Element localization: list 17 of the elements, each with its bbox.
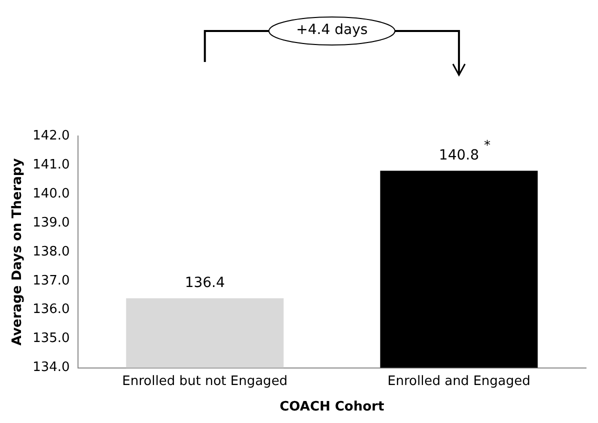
y-tick-label: 135.0 <box>32 331 70 346</box>
y-tick-label: 136.0 <box>32 302 70 318</box>
y-tick-label: 140.0 <box>32 186 70 202</box>
y-tick-label: 141.0 <box>32 157 70 172</box>
x-tick-label: Enrolled but not Engaged <box>122 374 288 389</box>
y-axis-title: Average Days on Therapy <box>10 158 26 346</box>
y-tick-label: 139.0 <box>32 215 70 230</box>
text: +4.4 days <box>296 22 368 38</box>
y-tick-label: 134.0 <box>32 360 70 376</box>
x-tick-label: Enrolled and Engaged <box>388 374 530 389</box>
data-label: 136.4 <box>184 274 225 291</box>
y-tick-label: 137.0 <box>32 273 70 288</box>
y-tick-label: 138.0 <box>32 244 70 260</box>
y-tick-label: 142.0 <box>32 128 70 144</box>
x-axis-title: COACH Cohort <box>280 400 384 415</box>
annotation: * <box>484 138 491 154</box>
data-label: 140.8 <box>438 147 479 164</box>
